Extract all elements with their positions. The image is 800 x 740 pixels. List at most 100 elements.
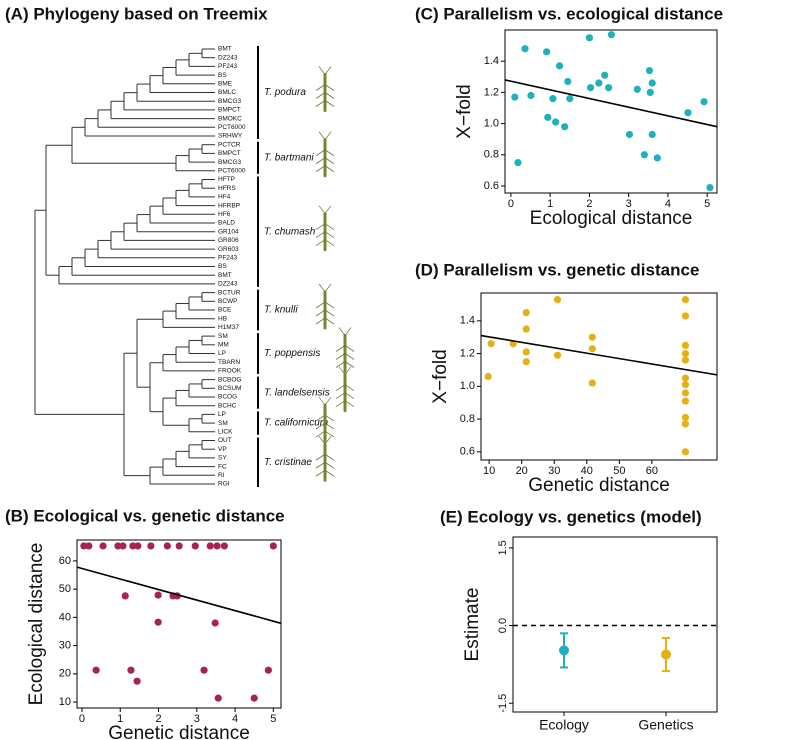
leaf-label: TBARN xyxy=(218,359,240,366)
point xyxy=(681,420,690,428)
point xyxy=(114,542,122,550)
trend-line xyxy=(504,79,718,128)
x-tick-label: 1 xyxy=(547,198,553,210)
y-tick-label: 1.5 xyxy=(497,540,509,555)
point xyxy=(543,48,551,56)
insect-leg xyxy=(324,100,335,107)
point xyxy=(154,591,162,599)
insect-icon xyxy=(315,283,335,330)
insect-leg xyxy=(315,84,326,91)
clade-name: T. poppensis xyxy=(264,348,320,359)
leaf-label: OUT xyxy=(218,437,232,444)
y-tick-label: 1.2 xyxy=(484,86,499,98)
insect-antenna xyxy=(318,66,326,75)
insect-leg xyxy=(335,400,346,407)
x-tick-label: 2 xyxy=(586,198,592,210)
insect-leg xyxy=(324,239,335,247)
point xyxy=(92,666,100,674)
leaf-label: BMT xyxy=(218,272,232,279)
insect-leg xyxy=(315,414,326,422)
insect-antenna xyxy=(324,396,332,406)
x-tick-label: Genetics xyxy=(638,717,693,733)
leaf-label: MM xyxy=(218,342,229,349)
point xyxy=(522,309,530,317)
leaf-label: GR603 xyxy=(218,246,239,253)
x-tick-label: 20 xyxy=(516,465,528,477)
point xyxy=(484,372,492,381)
insect-icon xyxy=(315,436,335,482)
point xyxy=(605,84,613,92)
insect-antenna xyxy=(324,436,332,445)
insect-leg xyxy=(324,165,335,173)
insect-antenna xyxy=(318,205,326,214)
insect-leg xyxy=(344,384,355,391)
insect-leg xyxy=(324,430,335,438)
leaf-label: BMCG3 xyxy=(218,98,242,105)
point xyxy=(681,356,690,364)
insect-leg xyxy=(315,92,326,99)
point xyxy=(549,95,557,103)
x-tick-label: 1 xyxy=(117,713,123,725)
insect-icon xyxy=(335,366,355,413)
point xyxy=(625,130,634,139)
x-tick-label: 50 xyxy=(613,465,625,477)
insect-leg xyxy=(324,309,335,317)
point xyxy=(147,542,155,550)
plot-frame xyxy=(76,539,282,709)
x-tick-label: 4 xyxy=(232,713,238,725)
point xyxy=(264,666,272,674)
point xyxy=(514,158,522,167)
insect-leg xyxy=(324,414,335,422)
y-tick-label: 1.0 xyxy=(484,117,499,129)
insect-leg xyxy=(324,223,335,231)
insect-antenna xyxy=(344,366,352,375)
insect-leg xyxy=(324,317,335,325)
insect-antenna xyxy=(344,327,352,336)
y-tick-label: 0.6 xyxy=(484,180,499,192)
point xyxy=(561,123,569,131)
leaf-label: HB xyxy=(218,315,227,322)
point xyxy=(200,666,208,674)
point xyxy=(706,183,714,192)
leaf-label: FC xyxy=(218,463,227,470)
insect-leg xyxy=(324,92,335,99)
insect-antenna xyxy=(338,327,346,336)
y-tick-label: 0.0 xyxy=(497,618,509,633)
leaf-label: H1M37 xyxy=(218,324,239,331)
leaf-label: PCT6000 xyxy=(218,168,246,175)
leaf-label: BCTUR xyxy=(218,289,241,296)
insect-leg xyxy=(315,317,326,325)
point xyxy=(522,348,530,356)
x-tick-label: 10 xyxy=(483,465,495,477)
point xyxy=(684,109,692,117)
insect-leg xyxy=(315,301,326,309)
point xyxy=(700,98,708,106)
clade-name: T. bartmani xyxy=(264,152,314,163)
point xyxy=(527,91,535,100)
insect-leg xyxy=(315,430,326,438)
point xyxy=(586,84,595,92)
insect-leg xyxy=(335,353,346,360)
leaf-label: HFRS xyxy=(218,185,236,192)
insect-icon xyxy=(315,205,335,252)
point xyxy=(681,374,690,382)
x-tick-label: 0 xyxy=(508,198,514,210)
insect-leg xyxy=(344,353,355,360)
leaf-label: SY xyxy=(218,455,227,462)
leaf-label: BCHC xyxy=(218,402,237,409)
point xyxy=(681,397,690,405)
clade-name: T. podura xyxy=(264,87,306,98)
insect-leg xyxy=(344,400,355,407)
y-tick-label: 1.2 xyxy=(460,347,475,359)
insect-leg xyxy=(315,461,326,469)
point xyxy=(601,71,609,79)
leaf-label: RI xyxy=(218,472,225,479)
insect-icon xyxy=(315,66,335,112)
point xyxy=(544,113,552,121)
point xyxy=(646,88,654,96)
leaf-label: HFTP xyxy=(218,176,235,183)
leaf-label: BS xyxy=(218,72,227,79)
x-tick-label: 60 xyxy=(646,465,658,477)
x-tick-label: 3 xyxy=(626,198,632,210)
insect-leg xyxy=(324,157,335,165)
